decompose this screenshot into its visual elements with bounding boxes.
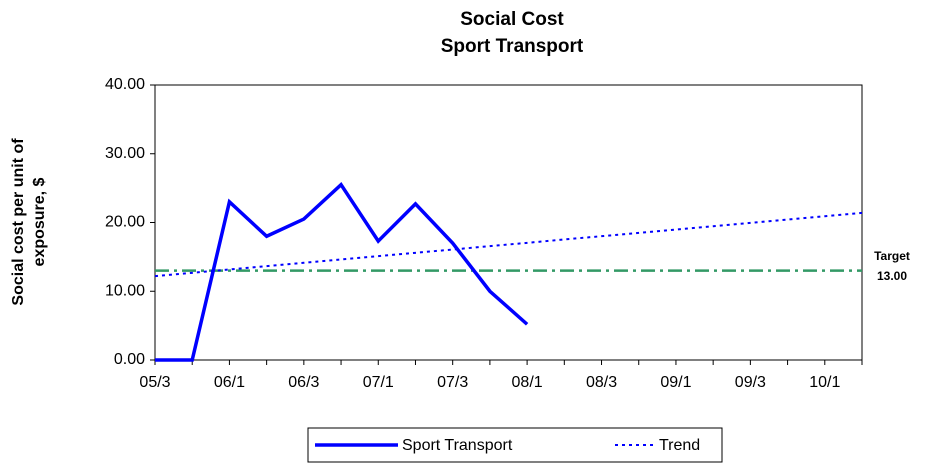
y-tick-label: 40.00 [105, 76, 145, 93]
target-value-label: 13.00 [877, 269, 907, 283]
x-tick-label: 09/3 [735, 374, 766, 391]
legend-label: Trend [659, 437, 700, 454]
x-tick-label: 06/1 [214, 374, 245, 391]
x-tick-label: 07/3 [437, 374, 468, 391]
x-tick-label: 10/1 [809, 374, 840, 391]
chart-title: Social Cost [460, 9, 564, 30]
y-tick-label: 0.00 [114, 351, 145, 368]
y-tick-label: 20.00 [105, 214, 145, 231]
y-tick-label: 10.00 [105, 282, 145, 299]
y-tick-label: 30.00 [105, 145, 145, 162]
target-label: Target [874, 249, 910, 263]
x-tick-label: 06/3 [288, 374, 319, 391]
series-line [154, 211, 863, 278]
y-axis-label: Social cost per unit of [10, 138, 27, 306]
x-tick-label: 08/1 [512, 374, 543, 391]
x-tick-label: 09/1 [660, 374, 691, 391]
x-tick-label: 05/3 [139, 374, 170, 391]
legend-label: Sport Transport [402, 437, 513, 454]
x-tick-label: 07/1 [363, 374, 394, 391]
y-axis-label: exposure, $ [31, 177, 48, 266]
x-tick-label: 08/3 [586, 374, 617, 391]
chart-title: Sport Transport [441, 36, 584, 57]
series-line [155, 182, 529, 362]
